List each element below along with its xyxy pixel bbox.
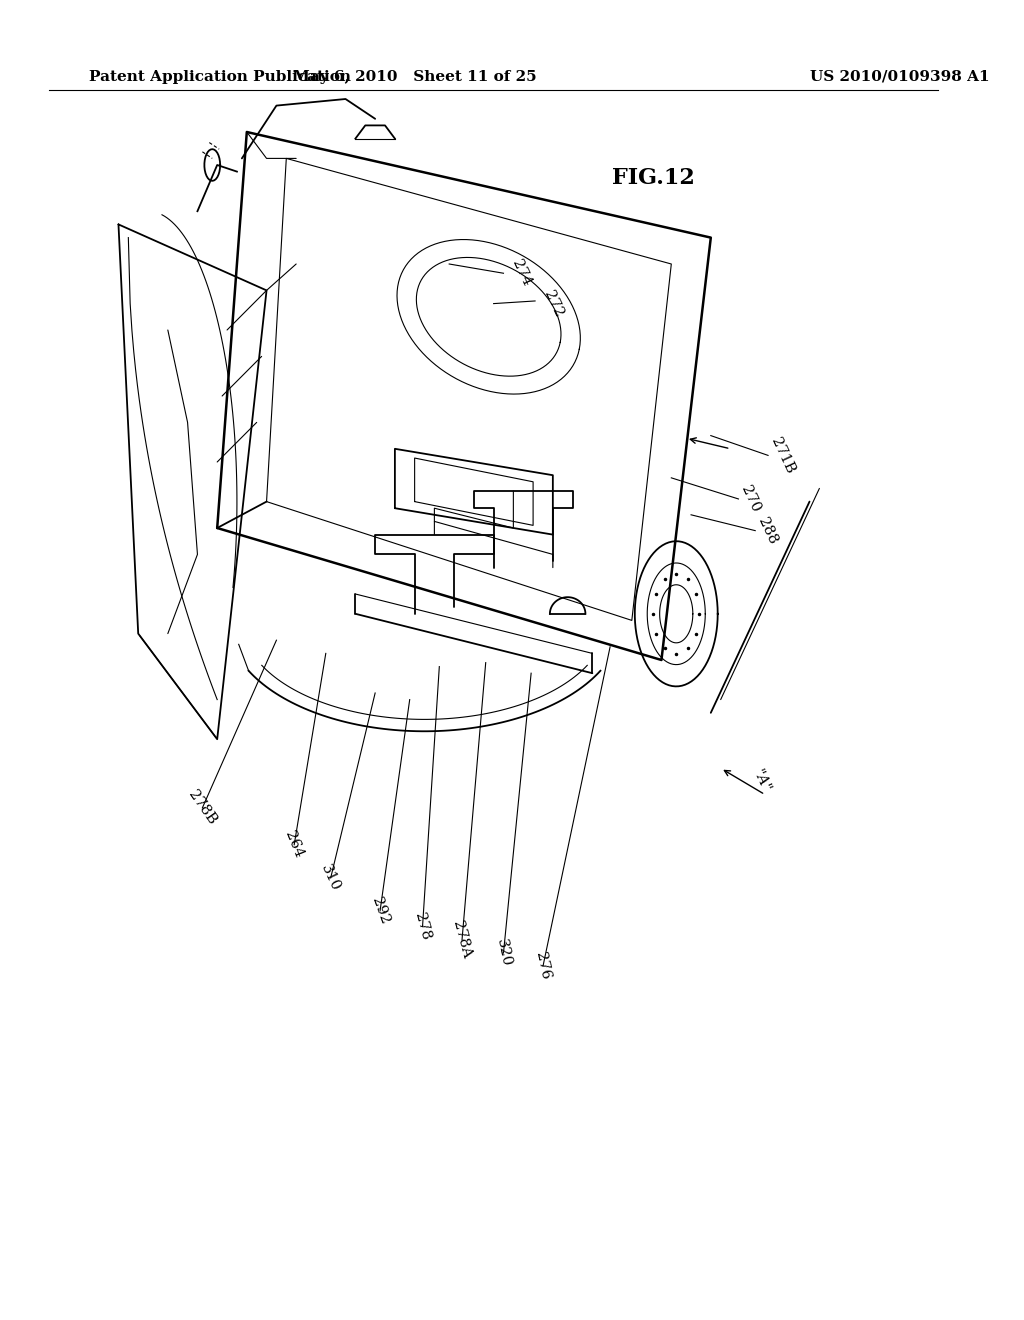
Text: FIG.12: FIG.12 [612, 168, 695, 189]
Text: 271B: 271B [768, 436, 797, 475]
Text: 270: 270 [738, 483, 763, 515]
Text: "A": "A" [751, 767, 773, 796]
Text: Patent Application Publication: Patent Application Publication [89, 70, 351, 83]
Text: US 2010/0109398 A1: US 2010/0109398 A1 [810, 70, 989, 83]
Text: 310: 310 [318, 862, 343, 894]
Text: 274: 274 [509, 257, 534, 289]
Text: 278B: 278B [185, 788, 219, 828]
Text: 272: 272 [541, 288, 565, 319]
Text: May 6, 2010   Sheet 11 of 25: May 6, 2010 Sheet 11 of 25 [293, 70, 537, 83]
Text: 278: 278 [413, 911, 433, 942]
Text: 292: 292 [369, 895, 391, 927]
Text: 288: 288 [756, 515, 779, 546]
Text: 264: 264 [283, 829, 306, 861]
Text: 320: 320 [494, 939, 513, 968]
Text: 278A: 278A [451, 920, 474, 960]
Text: 276: 276 [534, 952, 553, 981]
